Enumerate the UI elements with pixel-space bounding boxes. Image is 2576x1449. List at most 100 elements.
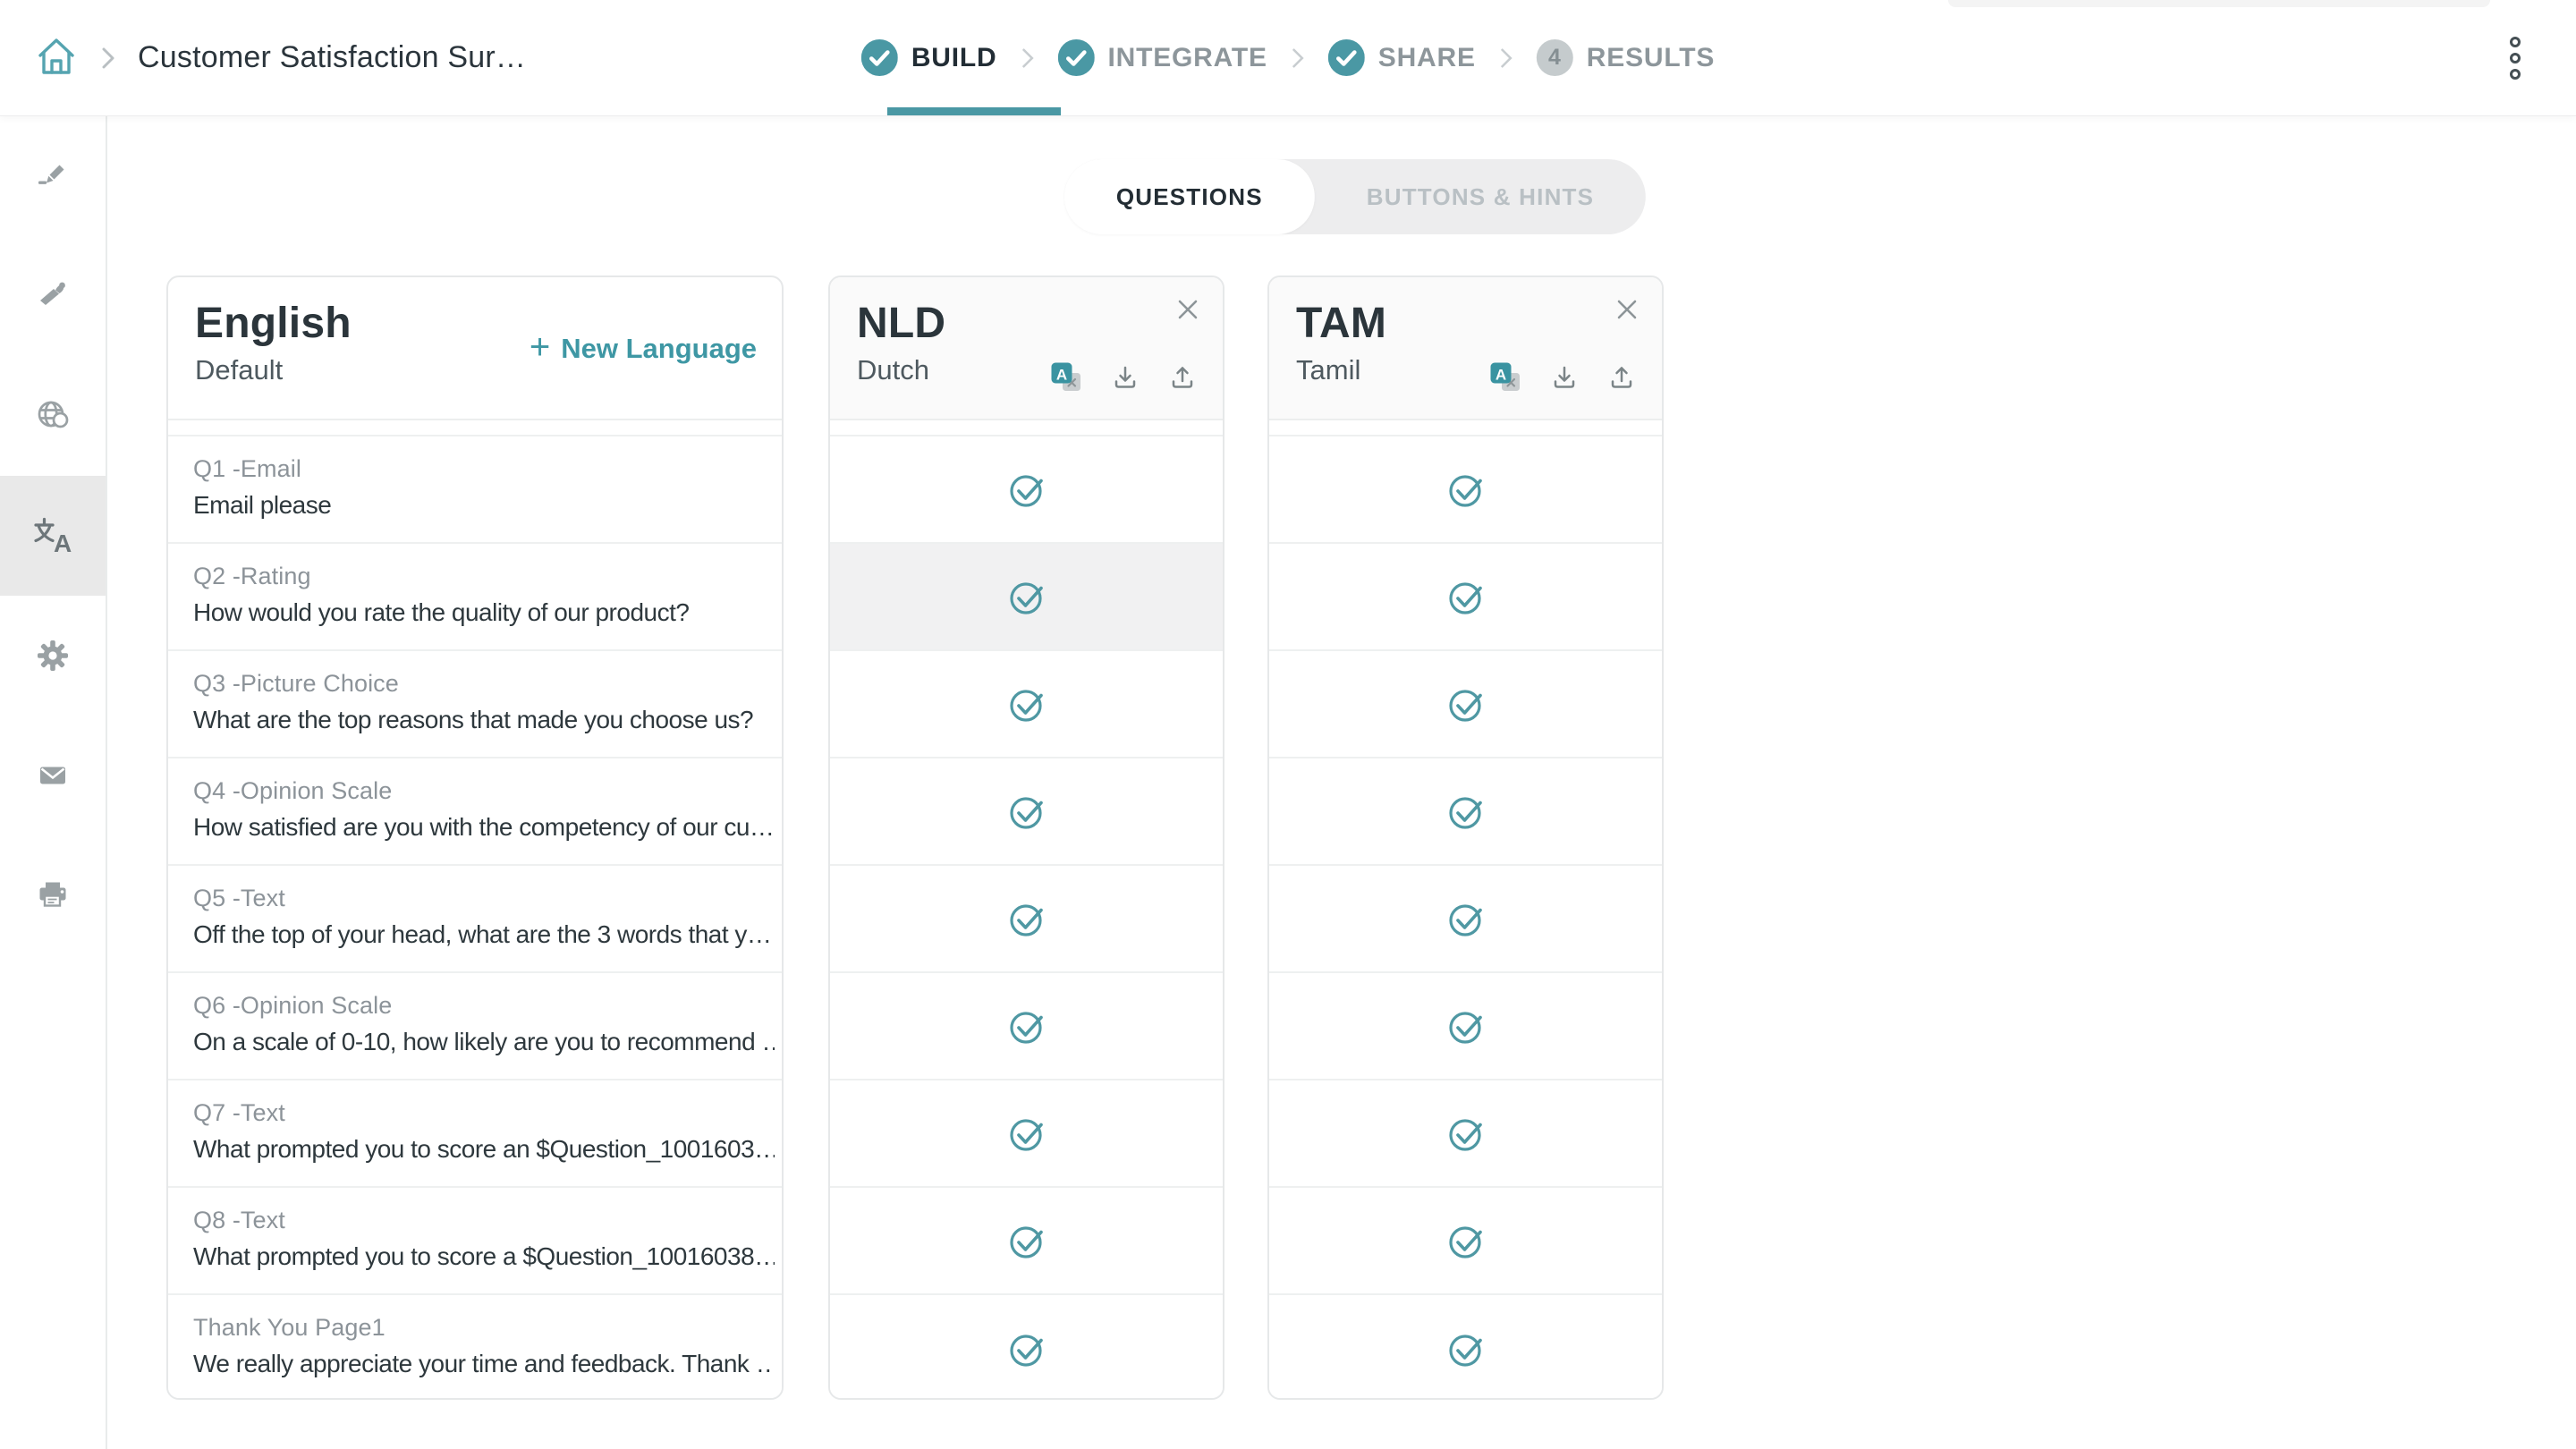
- sidebar-item-settings[interactable]: [0, 596, 106, 716]
- kebab-dot-icon: [2510, 36, 2521, 47]
- settings-gear-icon: [33, 636, 72, 675]
- language-column-nld: NLD Dutch A: [828, 275, 1224, 1400]
- translation-status-cell[interactable]: [1269, 758, 1662, 866]
- kebab-dot-icon: [2510, 68, 2521, 80]
- translation-status-cell[interactable]: [1269, 1295, 1662, 1398]
- upload-icon: [1167, 362, 1198, 395]
- translation-status-cell[interactable]: [1269, 651, 1662, 758]
- language-actions: A: [1488, 360, 1637, 397]
- top-header: Customer Satisfaction Sur… BUILD INTEGRA…: [0, 0, 2576, 116]
- question-label: Thank You Page1: [193, 1314, 386, 1341]
- breadcrumb-survey-title[interactable]: Customer Satisfaction Sur…: [138, 40, 527, 74]
- translated-check-icon: [1445, 897, 1487, 940]
- build-stepper: BUILD INTEGRATE SHARE: [860, 0, 1716, 115]
- language-actions: A: [1049, 360, 1198, 397]
- question-row[interactable]: Q8 -Text What prompted you to score a $Qu…: [168, 1188, 782, 1295]
- tool-sidebar: A: [0, 116, 107, 1449]
- step-label: RESULTS: [1586, 42, 1716, 72]
- translation-status-cell[interactable]: [830, 758, 1223, 866]
- home-button[interactable]: [32, 34, 80, 82]
- translation-status-list: [1269, 420, 1662, 1398]
- download-translation-button[interactable]: [1549, 362, 1580, 395]
- tab-questions[interactable]: QUESTIONS: [1063, 159, 1315, 234]
- sidebar-item-edit[interactable]: [0, 116, 106, 236]
- translation-status-cell[interactable]: [830, 973, 1223, 1080]
- auto-translate-icon: A: [1488, 360, 1522, 397]
- translation-status-cell[interactable]: [830, 1080, 1223, 1188]
- sidebar-item-email[interactable]: [0, 716, 106, 835]
- language-header-english: English Default + New Language: [168, 277, 782, 420]
- translation-tabs: QUESTIONS BUTTONS & HINTS: [1063, 159, 1647, 234]
- question-row[interactable]: Thank You Page1 We really appreciate your…: [168, 1295, 782, 1398]
- step-integrate[interactable]: INTEGRATE: [1057, 39, 1267, 76]
- question-label: Q2 -Rating: [193, 563, 311, 589]
- step-label: BUILD: [911, 42, 997, 72]
- question-row[interactable]: Q6 -Opinion Scale On a scale of 0-10, how…: [168, 973, 782, 1080]
- remove-language-button[interactable]: [1612, 295, 1642, 326]
- language-code: TAM: [1296, 300, 1387, 347]
- translation-status-cell[interactable]: [830, 544, 1223, 651]
- translated-check-icon: [1005, 1327, 1048, 1370]
- step-build[interactable]: BUILD: [860, 39, 997, 76]
- step-label: SHARE: [1377, 42, 1476, 72]
- translated-check-icon: [1005, 468, 1048, 511]
- upload-translation-button[interactable]: [1167, 362, 1198, 395]
- language-code: NLD: [857, 300, 946, 347]
- translated-check-icon: [1445, 1327, 1487, 1370]
- download-icon: [1549, 362, 1580, 395]
- step-share[interactable]: SHARE: [1327, 39, 1476, 76]
- translation-status-cell[interactable]: [1269, 544, 1662, 651]
- auto-translate-button[interactable]: A: [1488, 360, 1522, 397]
- step-completed-check-icon: [1057, 39, 1095, 76]
- globe-language-icon: [32, 395, 73, 436]
- translation-status-cell[interactable]: [830, 651, 1223, 758]
- question-row[interactable]: Q4 -Opinion Scale How satisfied are you w…: [168, 758, 782, 866]
- sidebar-item-print[interactable]: [0, 835, 106, 955]
- question-label: Q7 -Text: [193, 1099, 285, 1126]
- translation-status-cell[interactable]: [1269, 436, 1662, 544]
- translation-status-cell[interactable]: [830, 1295, 1223, 1398]
- question-list: Q1 -Email Email please Q2 -Rating How would…: [168, 420, 782, 1398]
- question-row[interactable]: Q1 -Email Email please: [168, 436, 782, 544]
- step-separator-icon: [1497, 44, 1515, 72]
- translation-cells: [1269, 436, 1662, 1398]
- question-row[interactable]: Q7 -Text What prompted you to score an $Q…: [168, 1080, 782, 1188]
- svg-text:A: A: [1496, 367, 1506, 384]
- design-brush-icon: [33, 276, 72, 316]
- step-results[interactable]: 4 RESULTS: [1536, 39, 1716, 76]
- kebab-dot-icon: [2510, 52, 2521, 64]
- translation-status-cell[interactable]: [830, 866, 1223, 973]
- download-translation-button[interactable]: [1110, 362, 1140, 395]
- language-header-nld: NLD Dutch A: [830, 277, 1223, 420]
- remove-language-button[interactable]: [1173, 295, 1203, 326]
- translated-check-icon: [1445, 1004, 1487, 1047]
- step-separator-icon: [1018, 44, 1036, 72]
- translation-status-cell[interactable]: [1269, 1188, 1662, 1295]
- question-row[interactable]: Q5 -Text Off the top of your head, what a…: [168, 866, 782, 973]
- question-label: Q1 -Email: [193, 455, 301, 482]
- translation-status-cell[interactable]: [1269, 866, 1662, 973]
- translation-status-cell[interactable]: [1269, 1080, 1662, 1188]
- translation-status-cell[interactable]: [830, 436, 1223, 544]
- sidebar-item-design[interactable]: [0, 236, 106, 356]
- language-columns: English Default + New Language Q1 -Email…: [166, 275, 1664, 1400]
- question-row[interactable]: Q2 -Rating How would you rate the quality…: [168, 544, 782, 651]
- tab-buttons-hints[interactable]: BUTTONS & HINTS: [1366, 182, 1595, 210]
- translated-check-icon: [1005, 682, 1048, 725]
- question-row[interactable]: Q3 -Picture Choice What are the top reaso…: [168, 651, 782, 758]
- translated-check-icon: [1445, 1112, 1487, 1155]
- print-icon: [33, 876, 72, 915]
- more-options-button[interactable]: [2503, 30, 2528, 87]
- upload-translation-button[interactable]: [1606, 362, 1637, 395]
- question-text: How would you rate the quality of our pr…: [193, 598, 690, 626]
- auto-translate-button[interactable]: A: [1049, 360, 1083, 397]
- step-label: INTEGRATE: [1107, 42, 1267, 72]
- sidebar-item-global[interactable]: [0, 356, 106, 476]
- breadcrumb-chevron-icon: [98, 43, 118, 73]
- translation-status-cell[interactable]: [830, 1188, 1223, 1295]
- sidebar-item-translate[interactable]: A: [0, 476, 106, 596]
- translation-cells: [830, 436, 1223, 1398]
- translation-status-cell[interactable]: [1269, 973, 1662, 1080]
- new-language-button[interactable]: + New Language: [530, 329, 757, 365]
- translated-check-icon: [1005, 1219, 1048, 1262]
